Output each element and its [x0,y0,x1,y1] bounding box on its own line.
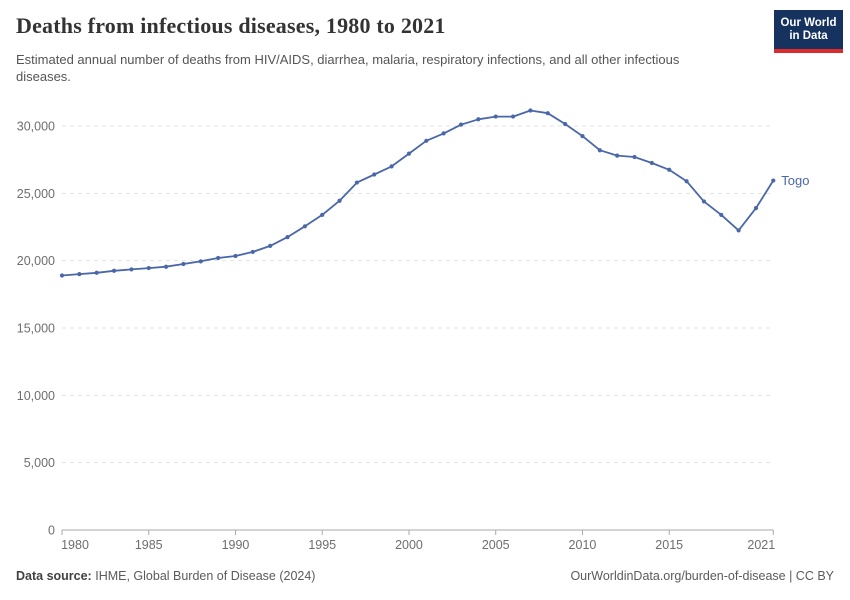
data-source-label: Data source: [16,569,92,583]
owid-logo[interactable]: Our World in Data [774,10,843,53]
owid-link[interactable]: OurWorldinData.org/burden-of-disease [570,569,786,583]
x-axis-label: 1985 [135,538,163,552]
owid-logo-line1: Our World [780,17,837,29]
y-axis-label: 20,000 [17,254,55,268]
y-axis-label: 25,000 [17,187,55,201]
x-axis-label: 1990 [222,538,250,552]
data-point[interactable] [684,179,689,184]
series-line[interactable] [61,109,775,277]
data-point[interactable] [337,198,342,203]
x-axis-label: 1995 [308,538,336,552]
footer-separator: | [785,569,796,583]
data-source-note: Data source: IHME, Global Burden of Dise… [16,569,315,583]
data-point[interactable] [77,272,82,277]
data-point[interactable] [250,249,255,255]
data-point[interactable] [545,111,550,116]
data-point[interactable] [753,206,759,211]
data-point[interactable] [632,154,637,160]
data-point[interactable] [528,108,533,113]
data-point[interactable] [458,122,464,127]
data-point[interactable] [771,178,776,183]
data-point[interactable] [111,268,117,273]
data-point[interactable] [580,134,585,139]
data-point[interactable] [389,164,394,169]
data-point[interactable] [649,160,654,166]
data-point[interactable] [163,264,169,269]
data-point[interactable] [719,212,724,217]
data-point[interactable] [615,153,620,158]
data-point[interactable] [441,131,446,136]
data-point[interactable] [354,180,360,185]
data-point[interactable] [233,253,238,259]
data-point[interactable] [59,273,65,278]
data-point[interactable] [667,167,672,172]
owid-logo-line2: in Data [789,30,828,42]
chart-footer: Data source: IHME, Global Burden of Dise… [0,569,850,583]
footer-links: OurWorldinData.org/burden-of-disease | C… [570,569,834,583]
data-point[interactable] [701,199,707,204]
data-point[interactable] [285,235,290,240]
y-axis-label: 0 [48,524,55,538]
data-point[interactable] [476,117,481,122]
data-point[interactable] [146,265,151,271]
data-source-value: IHME, Global Burden of Disease (2024) [95,569,316,583]
data-point[interactable] [597,148,602,153]
y-axis-label: 15,000 [17,322,55,336]
chart-title: Deaths from infectious diseases, 1980 to… [16,13,446,38]
x-axis-label: 2005 [482,538,510,552]
x-axis-label: 2010 [569,538,597,552]
data-point[interactable] [320,212,325,217]
license-label[interactable]: CC BY [795,569,834,583]
data-point[interactable] [406,151,412,156]
chart-subtitle: Estimated annual number of deaths from H… [16,52,680,84]
x-axis-label: 1980 [61,538,89,552]
series-end-label[interactable]: Togo [781,173,809,188]
x-axis-label: 2021 [747,538,775,552]
data-point[interactable] [94,270,99,275]
data-point[interactable] [268,243,273,248]
x-axis-label: 2015 [655,538,683,552]
data-point[interactable] [493,114,498,119]
x-axis-label: 2000 [395,538,423,552]
data-point[interactable] [372,172,377,177]
data-point[interactable] [736,228,741,233]
data-point[interactable] [563,121,568,127]
y-axis-label: 10,000 [17,389,55,403]
y-axis-label: 5,000 [24,456,55,470]
data-point[interactable] [302,224,307,229]
y-axis-label: 30,000 [17,120,55,134]
data-point[interactable] [129,267,134,272]
data-point[interactable] [181,261,186,267]
data-point[interactable] [510,114,516,119]
data-point[interactable] [216,255,221,261]
data-point[interactable] [198,259,203,264]
data-point[interactable] [424,138,429,143]
